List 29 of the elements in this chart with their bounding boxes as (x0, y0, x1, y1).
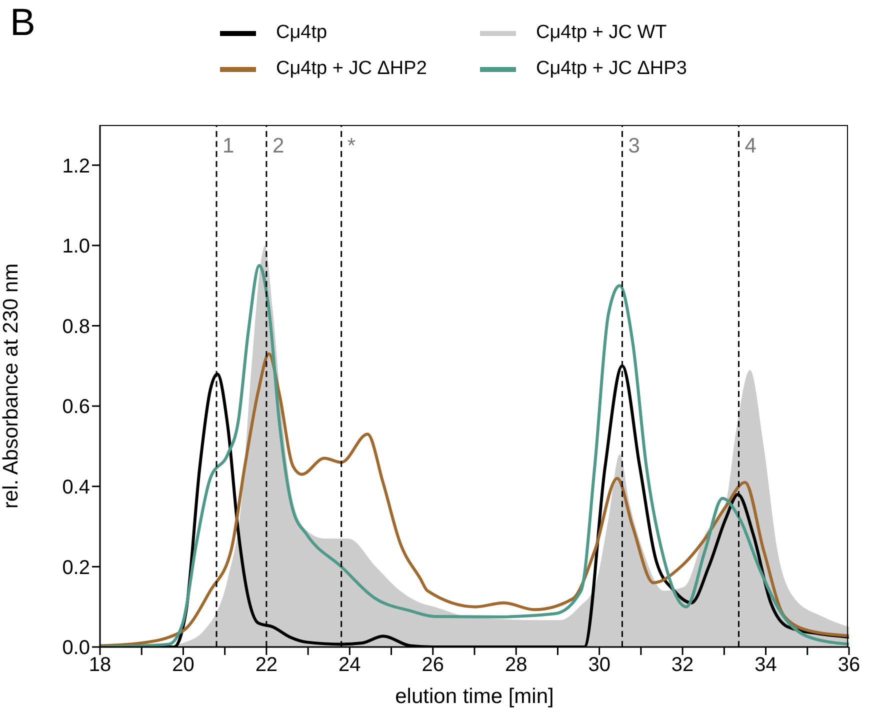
x-tick-label: 36 (838, 654, 860, 676)
y-tick-label: 0.8 (62, 316, 90, 338)
x-tick-label: 20 (172, 654, 194, 676)
y-tick-label: 0.0 (62, 637, 90, 660)
legend-label: Cμ4tp + JC WT (536, 22, 667, 44)
y-tick-label: 0.6 (62, 396, 90, 418)
legend-label: Cμ4tp + JC ΔHP3 (536, 58, 687, 80)
x-tick-label: 34 (754, 654, 777, 676)
y-tick-label: 1.0 (62, 236, 90, 258)
x-tick-label: 24 (338, 654, 361, 676)
annotation: * (347, 134, 356, 158)
annotation: 1 (222, 134, 234, 158)
x-tick-label: 18 (88, 654, 112, 676)
x-tick-label: 22 (255, 654, 278, 676)
y-tick-label: 0.2 (62, 556, 90, 579)
legend-label: Cμ4tp + JC ΔHP2 (276, 58, 427, 80)
annotation: 4 (744, 134, 757, 158)
text: B (10, 2, 36, 45)
x-tick-label: 26 (422, 654, 444, 676)
annotation: 2 (272, 134, 284, 158)
x-tick-label: 30 (588, 654, 610, 676)
x-axis-title: elution time [min] (395, 685, 554, 708)
y-axis-title: rel. Absorbance at 230 nm (0, 263, 22, 509)
y-tick-label: 1.2 (62, 155, 90, 178)
x-tick-label: 28 (504, 654, 528, 676)
x-tick-label: 32 (671, 654, 694, 676)
annotation: 3 (628, 134, 640, 158)
y-tick-label: 0.4 (62, 476, 90, 498)
legend-label: Cμ4tp (276, 22, 328, 44)
